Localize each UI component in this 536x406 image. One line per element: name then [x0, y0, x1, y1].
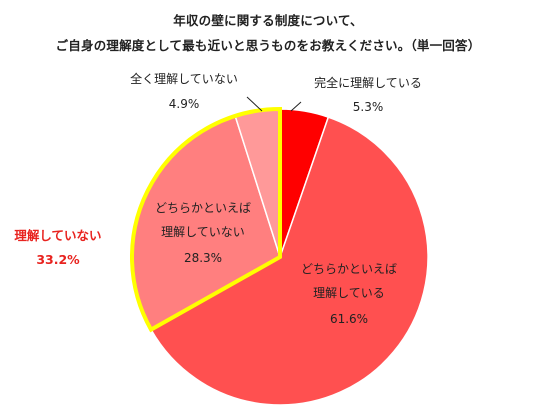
- highlight-group-value: 33.2%: [36, 252, 80, 267]
- leader-line-complete: [290, 101, 302, 112]
- slice-label-not-at-all-0: 全く理解していない: [130, 71, 238, 86]
- pie-slice-somewhat-understand: [150, 116, 429, 406]
- highlight-group-outline: [130, 106, 282, 333]
- slice-value-not-at-all: 4.9%: [169, 97, 200, 111]
- leader-line-not-at-all: [246, 96, 263, 112]
- slice-label-complete-0: 完全に理解している: [314, 75, 422, 90]
- slice-label-somewhat-understand-1: 理解している: [313, 286, 385, 300]
- slice-value-somewhat-understand: 61.6%: [330, 312, 368, 326]
- chart-title-line-1: 年収の壁に関する制度について、: [173, 13, 363, 28]
- slice-label-somewhat-not-1: 理解していない: [161, 225, 245, 239]
- slice-label-somewhat-not-0: どちらかといえば: [155, 201, 251, 215]
- highlight-group-label: 理解していない: [14, 228, 101, 243]
- slice-value-somewhat-not: 28.3%: [184, 251, 222, 265]
- chart-title-line-2: ご自身の理解度として最も近いと思うものをお教えください。（単一回答）: [55, 38, 481, 53]
- slice-label-somewhat-understand-0: どちらかといえば: [301, 262, 397, 276]
- slice-value-complete: 5.3%: [353, 100, 384, 114]
